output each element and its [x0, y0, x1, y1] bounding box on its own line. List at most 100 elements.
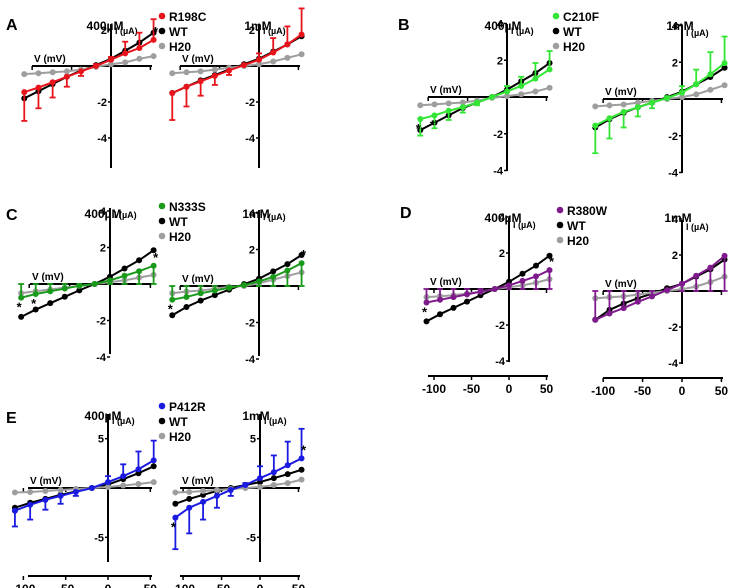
data-point [61, 293, 68, 300]
y-tick-label: -2 [97, 97, 107, 109]
data-point [226, 67, 233, 74]
legend-label: WT [169, 215, 188, 229]
data-point [518, 82, 525, 89]
legend-label: WT [563, 25, 582, 39]
subplot-1mM: 1mM -4 -2 2 4 V (mV) I (µA) * * [168, 207, 307, 366]
data-point [47, 300, 54, 307]
data-point [35, 84, 42, 91]
data-point [63, 73, 70, 80]
data-point [459, 104, 466, 111]
y-tick-label: 2 [672, 57, 678, 69]
data-point [270, 58, 277, 65]
data-point [445, 107, 452, 114]
data-point [474, 99, 481, 106]
data-point [707, 71, 714, 78]
data-point [35, 70, 42, 77]
x-axis-label: V (mV) [182, 54, 214, 65]
data-point [620, 101, 627, 108]
series-line [14, 481, 154, 494]
legend-marker [158, 402, 166, 410]
y-axis-label: I (µA) [686, 28, 709, 38]
y-tick-label: 2 [497, 55, 503, 67]
bottom-x-tick-label: 50 [540, 382, 554, 396]
series-line [20, 249, 155, 318]
subplot-title: 400µM [485, 19, 522, 33]
legend-label: WT [567, 219, 586, 233]
legend-label: H20 [169, 40, 191, 54]
panel-letter: B [398, 17, 410, 34]
data-point [197, 297, 204, 304]
data-point [298, 51, 305, 58]
data-point [150, 262, 157, 269]
data-point [592, 122, 599, 129]
data-point [664, 95, 671, 102]
data-point [120, 473, 127, 480]
data-point [150, 479, 157, 486]
y-tick-label: -2 [245, 97, 255, 109]
y-tick-label: 2 [100, 243, 106, 255]
series-line [426, 254, 551, 323]
data-point [183, 83, 190, 90]
series-r380w [592, 252, 728, 323]
data-point [120, 482, 127, 489]
data-point [242, 482, 249, 489]
panel-letter: A [6, 17, 18, 34]
series-line [595, 275, 725, 300]
data-point [21, 89, 28, 96]
y-tick-label: -5 [94, 532, 104, 544]
bottom-x-tick-label: -100 [171, 582, 195, 588]
y-tick-label: -2 [495, 320, 505, 332]
data-point [450, 294, 457, 301]
data-point [459, 99, 466, 106]
data-point [504, 88, 510, 95]
y-axis-label: I (µA) [114, 210, 137, 220]
bottom-x-tick-label: 0 [679, 384, 686, 398]
y-tick-label: 4 [499, 212, 506, 224]
legend-marker [158, 202, 166, 210]
data-point [606, 102, 613, 109]
data-point [136, 268, 143, 275]
series-r380w [423, 267, 553, 306]
y-axis-label: I (µA) [511, 26, 534, 36]
data-point [592, 316, 599, 323]
data-point [172, 500, 179, 507]
data-point [464, 298, 470, 305]
y-tick-label: -5 [246, 532, 256, 544]
series-line [420, 68, 551, 121]
data-point [679, 280, 685, 287]
panel-letter: C [6, 207, 18, 224]
data-point [105, 484, 111, 491]
data-point [108, 61, 114, 68]
legend-marker [158, 432, 166, 440]
data-point [122, 50, 129, 57]
data-point [504, 93, 510, 100]
bottom-x-tick-label: -50 [213, 582, 231, 588]
data-point [298, 260, 305, 267]
data-point [298, 455, 305, 462]
data-point [298, 466, 305, 473]
bottom-x-tick-label: 0 [105, 582, 112, 588]
data-point [592, 103, 599, 110]
data-point [298, 31, 305, 38]
data-point [226, 284, 233, 291]
legend-marker [158, 42, 166, 50]
data-point [431, 112, 438, 119]
y-axis-label: I (µA) [264, 416, 287, 426]
data-point [489, 94, 496, 100]
significance-star: * [301, 442, 307, 457]
data-point [506, 282, 512, 289]
data-point [186, 504, 193, 511]
x-axis-label: V (mV) [30, 476, 62, 487]
subplot-400uM: 400µM -4 -2 2 4 V (mV) I (µA) * * * [17, 206, 159, 364]
data-point [284, 480, 291, 487]
significance-star: * [549, 254, 555, 269]
data-point [546, 84, 553, 91]
legend-marker [556, 206, 564, 214]
x-axis-label: V (mV) [32, 272, 64, 283]
legend-label: H20 [563, 40, 585, 54]
bottom-x-tick-label: 50 [715, 384, 729, 398]
data-point [707, 86, 714, 93]
data-point [42, 496, 49, 503]
